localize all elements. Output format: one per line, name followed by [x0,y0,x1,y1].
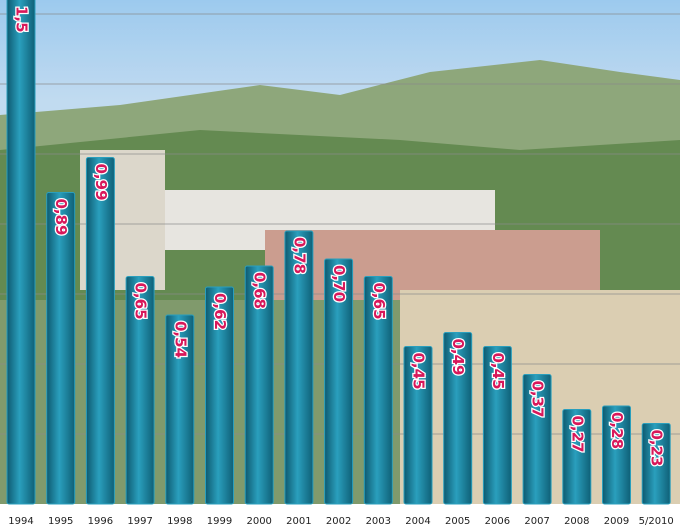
value-label: 0,70 [330,265,348,302]
value-label: 0,27 [568,416,586,453]
x-tick-label: 2008 [564,516,589,527]
x-tick-label: 2001 [286,516,311,527]
value-label: 0,54 [171,321,189,358]
x-tick-label: 2000 [246,516,271,527]
value-label: 0,37 [529,381,547,418]
value-label: 0,62 [211,293,229,330]
x-tick-label: 1997 [127,516,152,527]
value-label: 0,99 [92,164,110,201]
x-tick-label: 1999 [207,516,232,527]
value-label: 0,49 [449,339,467,376]
x-tick-label: 1994 [8,516,33,527]
x-tick-label: 1996 [88,516,113,527]
bar [86,158,114,505]
x-tick-label: 5/2010 [639,516,674,527]
x-tick-label: 2002 [326,516,351,527]
x-tick-label: 2009 [604,516,629,527]
value-label: 1,5 [13,6,31,33]
value-label: 0,78 [290,237,308,274]
value-label: 0,45 [489,353,507,390]
value-label: 0,65 [370,283,388,320]
x-tick-label: 2004 [405,516,430,527]
value-label: 0,68 [251,272,269,309]
x-tick-label: 2006 [485,516,510,527]
value-label: 0,89 [52,199,70,236]
value-label: 0,45 [410,353,428,390]
bar [47,193,75,505]
value-label: 0,28 [608,412,626,449]
bar [7,0,35,504]
x-tick-label: 1995 [48,516,73,527]
value-label: 0,23 [648,430,666,467]
value-label: 0,65 [132,283,150,320]
x-tick-label: 1998 [167,516,192,527]
x-tick-label: 2005 [445,516,470,527]
chart: 1994 1,5 1995 0,89 1996 0,99 1997 0,65 1998 0,54 1… [0,0,680,530]
x-tick-label: 2007 [524,516,549,527]
x-tick-label: 2003 [366,516,391,527]
